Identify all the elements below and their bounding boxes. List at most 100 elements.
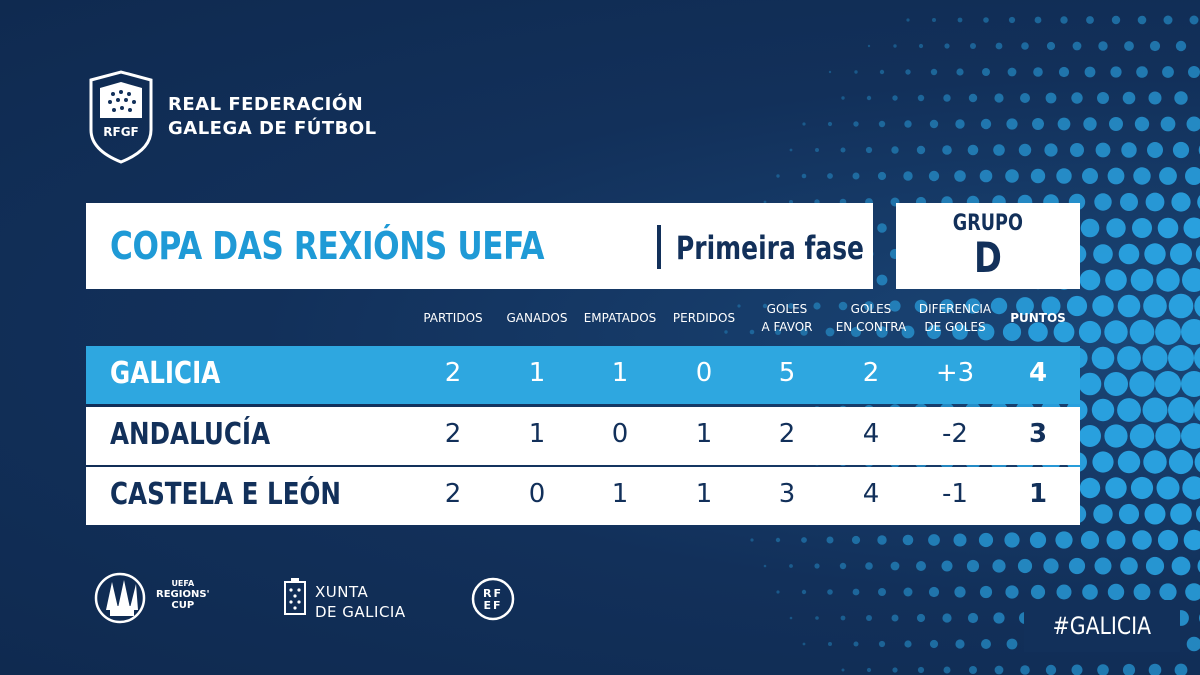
column-header: GANADOS: [506, 311, 568, 325]
halftone-dot: [724, 330, 728, 334]
halftone-dot: [1045, 92, 1057, 104]
halftone-dot: [1174, 663, 1188, 675]
halftone-dot: [789, 148, 793, 152]
halftone-dot: [1110, 66, 1122, 78]
halftone-dot: [1105, 269, 1127, 291]
rfgf-shield-icon: RFGF: [89, 70, 153, 164]
halftone-dot: [877, 223, 887, 233]
halftone-dot: [1018, 143, 1032, 157]
regions-cup-label: UEFA REGIONS' CUP: [156, 578, 210, 611]
halftone-dot: [956, 68, 964, 76]
column-header: PUNTOS: [1010, 311, 1066, 325]
halftone-dot: [850, 326, 862, 338]
phase-title: Primeira fase: [676, 229, 864, 267]
halftone-dot: [902, 534, 914, 546]
halftone-dot: [1159, 167, 1177, 185]
halftone-dot: [891, 146, 899, 154]
halftone-dot: [814, 563, 820, 569]
group-letter: D: [974, 233, 1002, 282]
halftone-dot: [1094, 557, 1112, 575]
halftone-dot: [980, 118, 992, 130]
halftone-dot: [968, 93, 978, 103]
stat-cell: +3: [935, 358, 975, 388]
table-row: GALICIA 2 1 1 0 5 2 +3 4: [86, 346, 1080, 404]
halftone-dot: [1078, 372, 1102, 396]
halftone-dot: [749, 329, 755, 335]
halftone-dot: [1197, 559, 1200, 573]
regions-cup-line3: CUP: [171, 600, 195, 611]
halftone-dot: [1083, 117, 1097, 131]
halftone-dot: [866, 615, 872, 621]
halftone-dot: [1092, 295, 1114, 317]
halftone-dot: [839, 562, 847, 570]
halftone-dot: [1020, 665, 1030, 675]
halftone-dot: [1144, 243, 1166, 265]
halftone-dot: [1093, 244, 1113, 264]
halftone-dot: [1183, 217, 1200, 239]
halftone-dot: [1028, 322, 1048, 342]
stat-cell: 5: [778, 358, 796, 388]
halftone-dot: [1132, 530, 1152, 550]
halftone-dot: [1181, 371, 1200, 397]
stat-cell: 0: [695, 358, 713, 388]
halftone-dot: [826, 536, 834, 544]
halftone-dot: [926, 324, 942, 340]
halftone-dot: [1174, 91, 1188, 105]
halftone-dot: [930, 68, 938, 76]
halftone-dot: [801, 589, 807, 595]
halftone-dot: [994, 665, 1004, 675]
halftone-dot: [1091, 398, 1115, 422]
halftone-dot: [1171, 556, 1191, 576]
halftone-dot: [1029, 531, 1047, 549]
halftone-dot: [1147, 142, 1163, 158]
halftone-dot: [1130, 268, 1154, 292]
halftone-dot: [853, 641, 859, 647]
rfef-line1: RF: [483, 587, 503, 600]
halftone-dot: [878, 640, 886, 648]
halftone-dot: [1093, 504, 1113, 524]
halftone-dot: [1016, 297, 1034, 315]
stat-cell: 2: [444, 358, 462, 388]
table-row: CASTELA E LEÓN 2 0 1 1 3 4 -1 1: [86, 467, 1080, 525]
halftone-dot: [1156, 268, 1180, 292]
halftone-dot: [1186, 636, 1200, 652]
halftone-dot: [1137, 15, 1147, 25]
halftone-dot: [969, 666, 977, 674]
stat-cell: 1: [695, 419, 713, 449]
halftone-dot: [763, 564, 767, 568]
halftone-dot: [1006, 118, 1018, 130]
halftone-dot: [1181, 319, 1200, 345]
halftone-dot: [1004, 532, 1020, 548]
halftone-dot: [1033, 67, 1043, 77]
halftone-dot: [1122, 91, 1136, 105]
halftone-dot: [1182, 268, 1200, 292]
stat-cell: 0: [611, 419, 629, 449]
halftone-dot: [944, 43, 950, 49]
halftone-dot: [1163, 15, 1173, 25]
halftone-dot: [1044, 143, 1058, 157]
team-name: CASTELA E LEÓN: [110, 477, 342, 512]
halftone-dot: [877, 171, 887, 181]
halftone-dot: [776, 174, 780, 178]
rfgf-abbr: RFGF: [103, 125, 138, 139]
halftone-dot: [788, 303, 794, 309]
halftone-dot: [1168, 449, 1194, 475]
halftone-dot: [1072, 41, 1082, 51]
halftone-dot: [1021, 42, 1029, 50]
halftone-dot: [928, 586, 940, 598]
halftone-dot: [877, 535, 887, 545]
halftone-dot: [776, 590, 780, 594]
halftone-dot: [979, 169, 993, 183]
halftone-dot: [943, 666, 951, 674]
halftone-dot: [1142, 345, 1168, 371]
halftone-dot: [789, 564, 793, 568]
halftone-dot: [1020, 93, 1030, 103]
halftone-dot: [1195, 245, 1200, 263]
rfef-line2: EF: [483, 599, 502, 612]
halftone-dot: [904, 120, 912, 128]
halftone-dot: [1133, 167, 1151, 185]
halftone-dot: [955, 119, 965, 129]
halftone-dot: [967, 612, 979, 624]
halftone-dot: [1133, 583, 1151, 601]
stat-cell: -1: [942, 479, 968, 509]
